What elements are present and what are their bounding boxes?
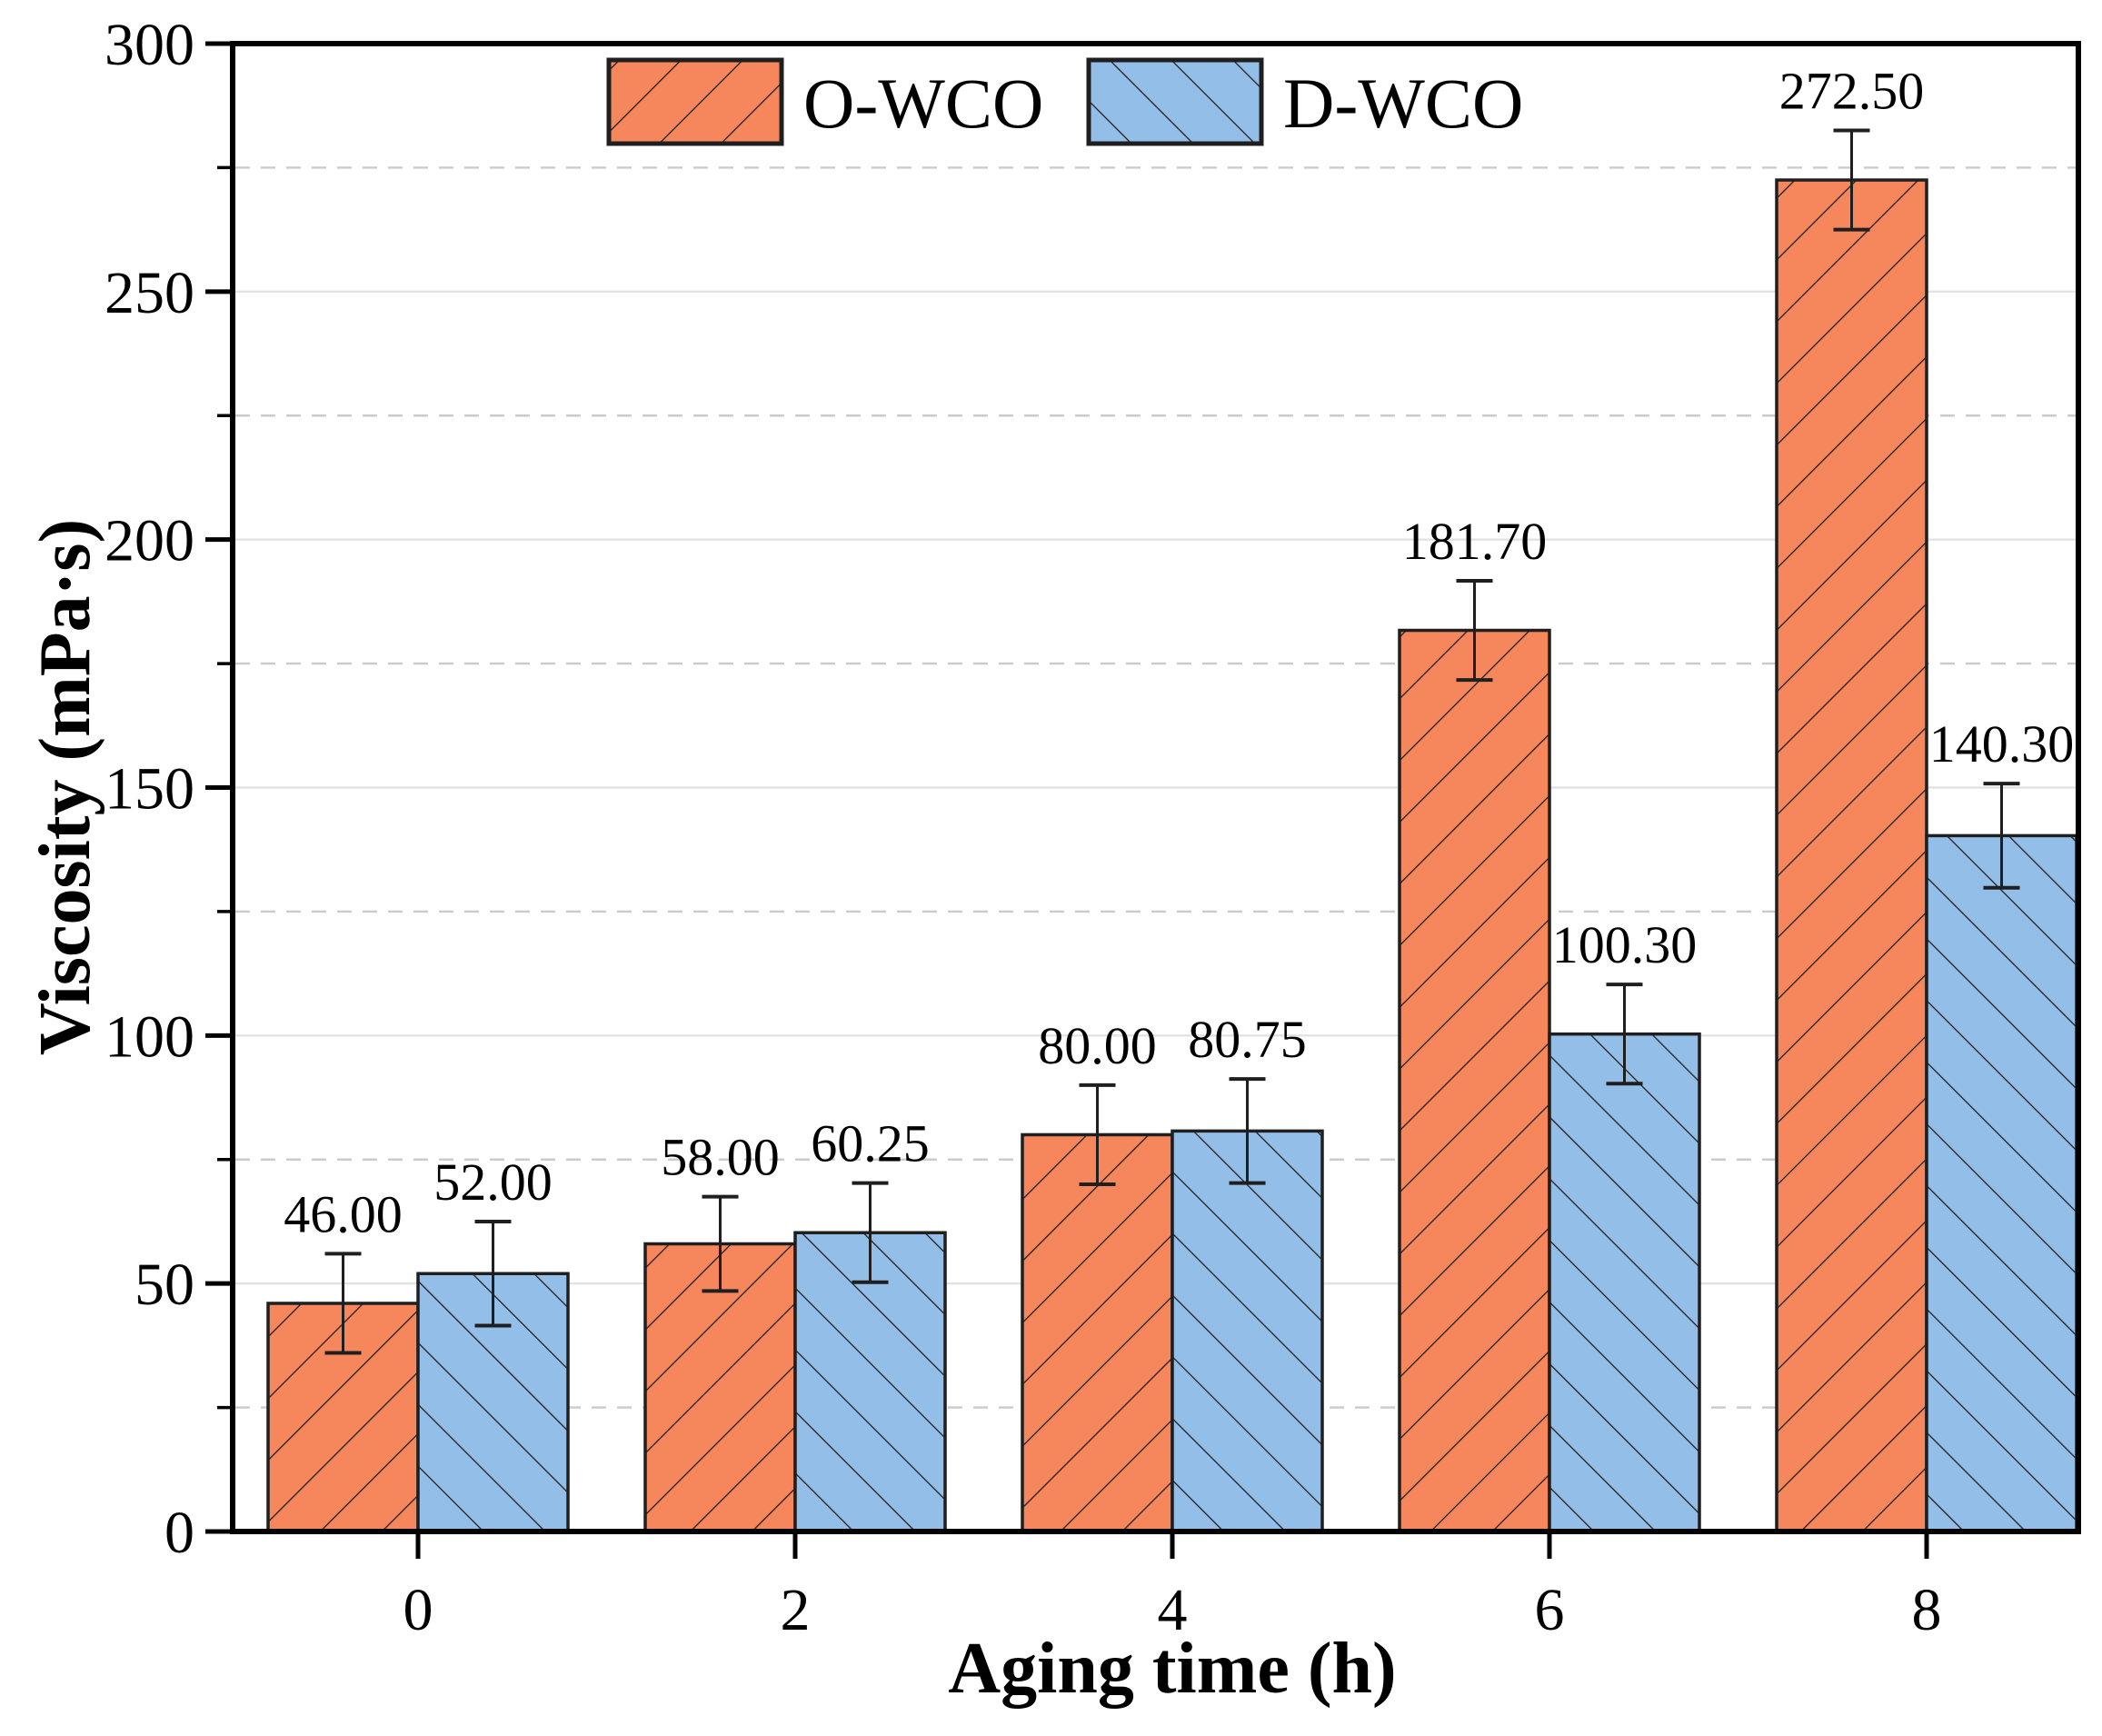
value-labels: 46.00 58.00 80.00 181.70 272.50 52.00 60.25 80.… (284, 61, 2074, 1243)
tick-labels: 0 50 100 150 200 250 300 0 2 4 6 8 (105, 12, 1942, 1643)
value-label-D-WCO-2: 60.25 (811, 1114, 930, 1173)
legend: O-WCO D-WCO (606, 57, 1523, 146)
x-tick-label-4: 4 (1158, 1577, 1188, 1643)
y-tick-label-250: 250 (105, 260, 194, 326)
legend-swatch-owco (606, 57, 784, 146)
y-tick-label-300: 300 (105, 12, 194, 78)
y-tick-label-50: 50 (134, 1252, 194, 1318)
legend-label-dwco: D-WCO (1283, 64, 1523, 143)
x-tick-label-6: 6 (1535, 1577, 1565, 1643)
x-tick-label-0: 0 (403, 1577, 433, 1643)
value-label-O-WCO-0: 46.00 (284, 1184, 403, 1243)
bar-D-WCO-4 (1171, 1129, 1324, 1533)
value-label-D-WCO-6: 100.30 (1552, 915, 1698, 974)
y-tick-label-200: 200 (105, 508, 194, 574)
bar-D-WCO-6 (1548, 1032, 1701, 1533)
bar-O-WCO-6 (1398, 628, 1551, 1533)
x-tick-label-2: 2 (781, 1577, 811, 1643)
value-label-O-WCO-4: 80.00 (1038, 1016, 1157, 1075)
x-axis-title: Aging time (h) (948, 1629, 1396, 1709)
axis-ticks (205, 41, 1929, 1559)
y-tick-label-100: 100 (105, 1003, 194, 1070)
value-label-D-WCO-8: 140.30 (1929, 714, 2075, 773)
value-label-O-WCO-6: 181.70 (1402, 512, 1548, 571)
y-tick-label-150: 150 (105, 756, 194, 823)
value-label-O-WCO-2: 58.00 (661, 1128, 780, 1187)
y-tick-label-0: 0 (164, 1500, 194, 1566)
bar-D-WCO-8 (1925, 833, 2078, 1533)
legend-label-owco: O-WCO (803, 64, 1043, 143)
bar-O-WCO-4 (1021, 1132, 1174, 1533)
bars (266, 178, 2078, 1533)
bar-O-WCO-8 (1775, 178, 1928, 1533)
error-bars (324, 128, 2020, 1355)
value-label-D-WCO-4: 80.75 (1188, 1010, 1307, 1069)
x-tick-label-8: 8 (1912, 1577, 1942, 1643)
value-label-O-WCO-8: 272.50 (1779, 61, 1925, 120)
legend-swatch-dwco (1086, 57, 1264, 146)
value-label-D-WCO-0: 52.00 (433, 1152, 553, 1212)
y-axis-title: Viscosity (mPa·s) (25, 519, 105, 1055)
